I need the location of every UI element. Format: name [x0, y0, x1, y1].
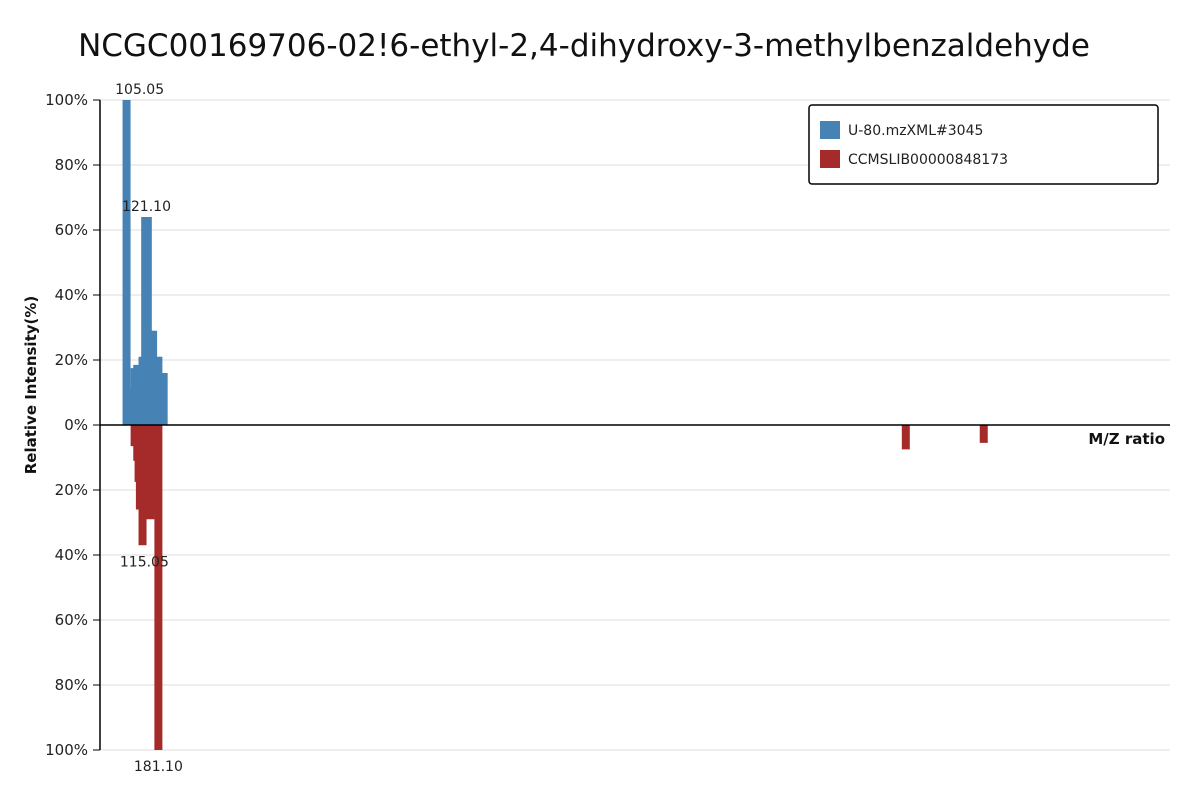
legend-swatch — [820, 121, 840, 139]
legend-swatch — [820, 150, 840, 168]
y-tick-label: 40% — [55, 286, 88, 304]
y-tick-label: 20% — [55, 481, 88, 499]
y-tick-label: 100% — [45, 91, 88, 109]
peak-label: 121.10 — [122, 199, 171, 215]
y-tick-label: 60% — [55, 221, 88, 239]
legend-label: U-80.mzXML#3045 — [848, 123, 983, 139]
x-axis-title: M/Z ratio — [1088, 430, 1165, 448]
legend-box — [808, 104, 1159, 185]
peak-bar — [122, 100, 131, 425]
peak-bar — [133, 364, 142, 425]
peak-bar — [979, 425, 988, 443]
peak-bars — [122, 100, 988, 750]
axes — [99, 100, 1170, 750]
peak-labels: 105.05 121.10 115.05 181.10 — [115, 82, 183, 775]
legend-label: CCMSLIB00000848173 — [848, 152, 1008, 168]
peak-label: 105.05 — [115, 82, 164, 98]
y-tick-label: 40% — [55, 546, 88, 564]
grid-lines — [93, 99, 1170, 751]
peak-bar — [149, 330, 158, 425]
legend: U-80.mzXML#3045 CCMSLIB00000848173 — [808, 104, 1159, 185]
y-tick-label: 100% — [45, 741, 88, 759]
y-tick-label: 60% — [55, 611, 88, 629]
peak-label: 181.10 — [134, 759, 183, 775]
peak-bar — [143, 217, 152, 425]
peak-bar — [154, 425, 163, 750]
y-tick-labels: 100% 80% 60% 40% 20% 0% 20% 40% 60% 80% 100% — [45, 91, 88, 759]
y-tick-label: 80% — [55, 156, 88, 174]
y-tick-label: 0% — [64, 416, 88, 434]
peak-bar — [159, 373, 168, 425]
y-axis-title: Relative Intensity(%) — [22, 296, 40, 475]
y-tick-label: 80% — [55, 676, 88, 694]
peak-bar — [901, 425, 910, 450]
chart-title: NCGC00169706-02!6-ethyl-2,4-dihydroxy-3-… — [78, 28, 1090, 64]
y-tick-label: 20% — [55, 351, 88, 369]
peak-label: 115.05 — [120, 554, 169, 570]
